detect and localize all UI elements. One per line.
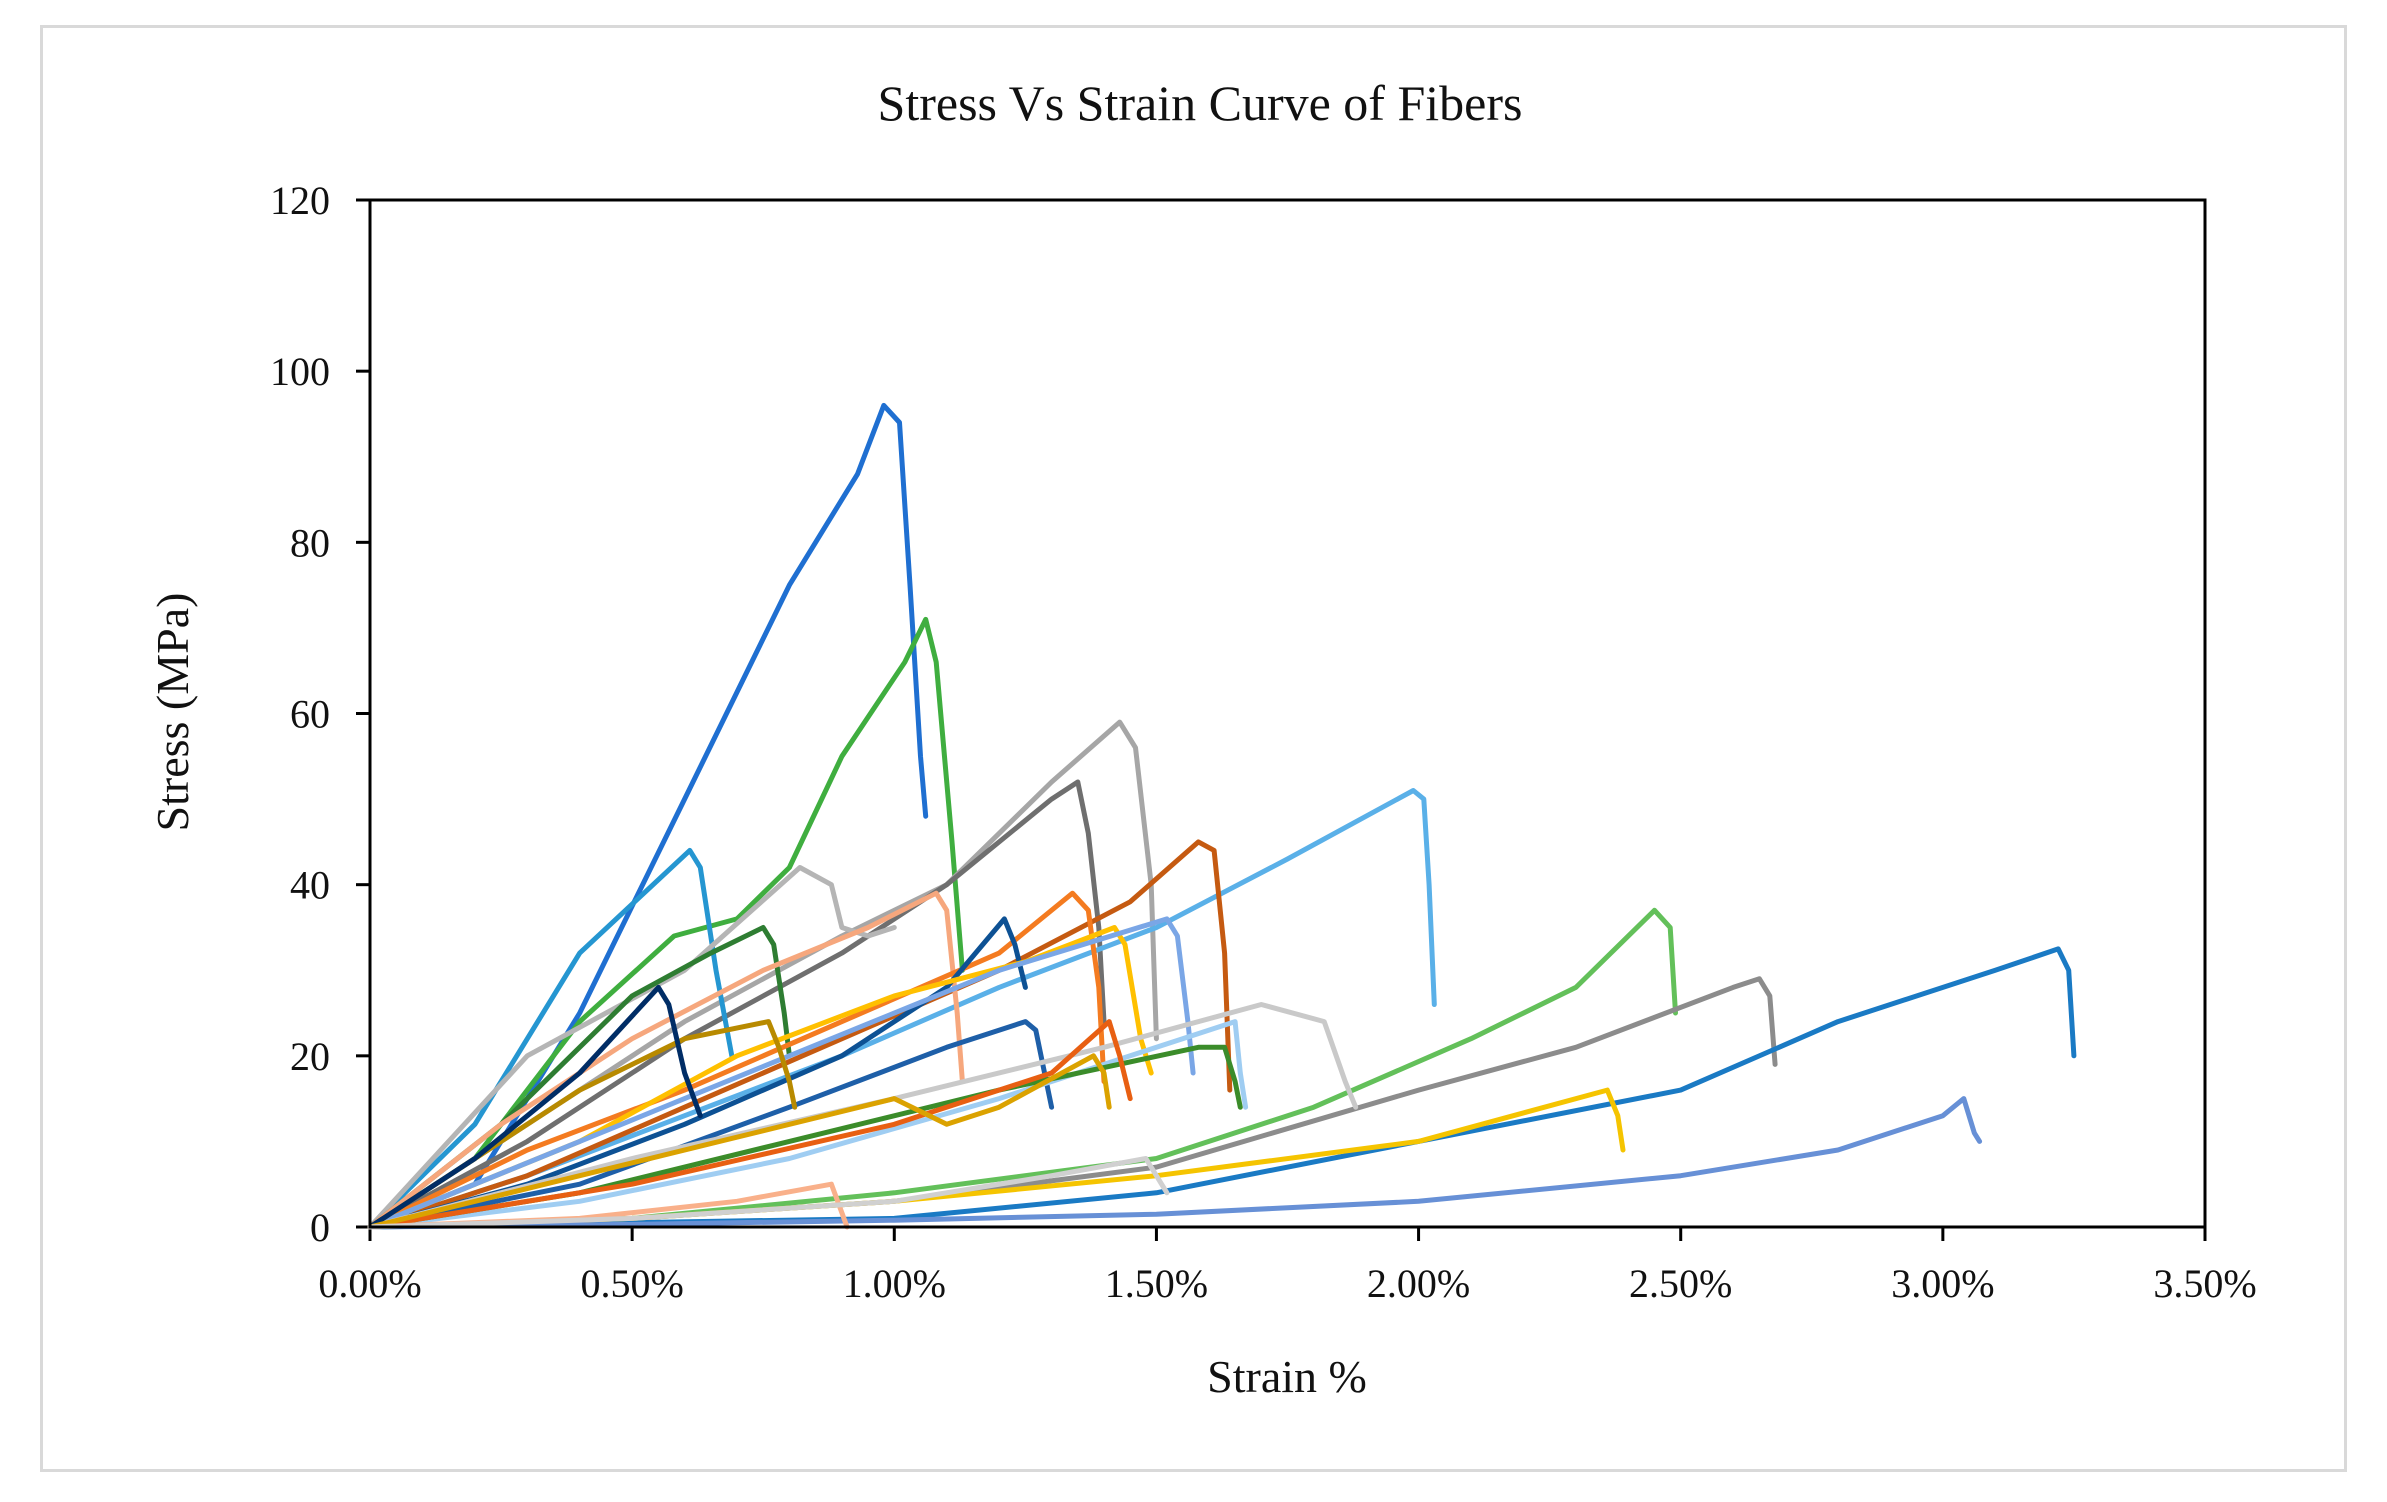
series-line-7 bbox=[367, 907, 1678, 1230]
x-tick-label: 2.50% bbox=[1629, 1261, 1732, 1306]
x-axis-ticks: 0.00% 0.50% 1.00% 1.50% 2.00% 2.50% 3.00% 3.50% bbox=[318, 1261, 2256, 1306]
x-tick-label: 0.50% bbox=[580, 1261, 683, 1306]
series-line-26 bbox=[367, 984, 703, 1230]
series-line-4 bbox=[367, 779, 1107, 1230]
y-axis-ticks: 0 20 40 60 80 100 120 bbox=[270, 178, 330, 1250]
series-line-11 bbox=[367, 1096, 1983, 1230]
series-line-5 bbox=[367, 788, 1437, 1230]
series-line-12 bbox=[367, 847, 735, 1230]
x-tick-label: 3.50% bbox=[2153, 1261, 2256, 1306]
y-tick-label: 20 bbox=[290, 1034, 330, 1079]
series-line-2 bbox=[367, 616, 965, 1230]
series-layer bbox=[367, 402, 2077, 1230]
x-tick-label: 1.00% bbox=[843, 1261, 946, 1306]
series-line-13 bbox=[367, 865, 897, 1230]
y-tick-label: 80 bbox=[290, 520, 330, 565]
y-tick-label: 100 bbox=[270, 349, 330, 394]
plot-area bbox=[368, 198, 2207, 1229]
y-tick-label: 0 bbox=[310, 1205, 330, 1250]
y-axis-label: Stress (MPa) bbox=[147, 593, 198, 832]
y-tick-label: 120 bbox=[270, 178, 330, 223]
y-tick-label: 40 bbox=[290, 863, 330, 908]
series-line-27 bbox=[367, 1053, 1112, 1230]
series-line-17 bbox=[367, 916, 1028, 1230]
tick-marks bbox=[356, 198, 2207, 1241]
series-line-21 bbox=[367, 1002, 1359, 1230]
chart-title: Stress Vs Strain Curve of Fibers bbox=[878, 75, 1523, 131]
series-line-3 bbox=[367, 719, 1159, 1230]
series-line-6 bbox=[367, 839, 1233, 1230]
chart-frame bbox=[40, 25, 2347, 1472]
series-line-14 bbox=[367, 925, 792, 1230]
series-line-16 bbox=[367, 890, 1107, 1230]
series-line-29 bbox=[367, 1156, 1170, 1230]
series-line-20 bbox=[367, 916, 1196, 1230]
x-tick-label: 3.00% bbox=[1891, 1261, 1994, 1306]
x-tick-label: 2.00% bbox=[1367, 1261, 1470, 1306]
series-line-24 bbox=[367, 1019, 1133, 1230]
x-tick-label: 1.50% bbox=[1105, 1261, 1208, 1306]
x-axis-label: Strain % bbox=[1207, 1351, 1367, 1402]
x-tick-label: 0.00% bbox=[318, 1261, 421, 1306]
y-tick-label: 60 bbox=[290, 692, 330, 737]
